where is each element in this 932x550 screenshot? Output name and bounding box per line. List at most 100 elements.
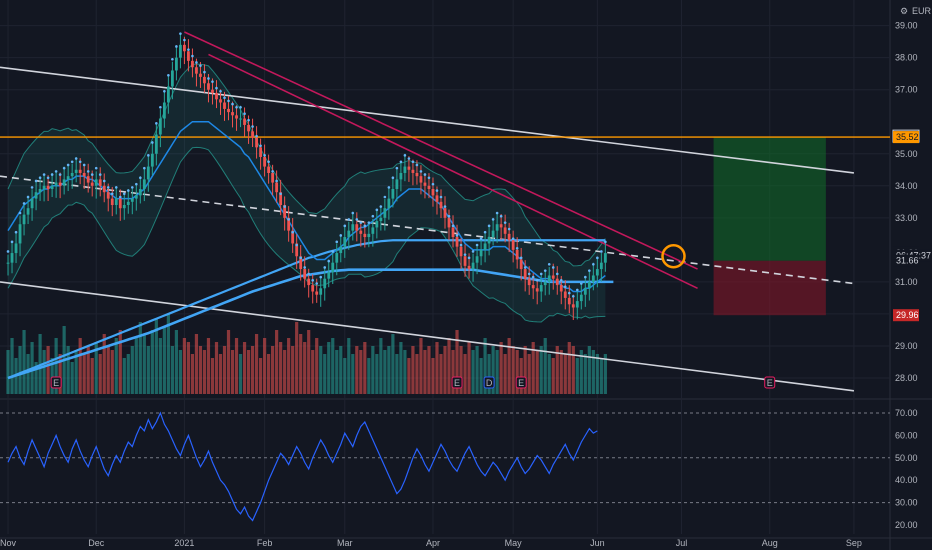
volume-bar	[206, 338, 211, 394]
trailing-dot	[600, 250, 603, 253]
volume-bar	[22, 330, 26, 394]
volume-bar	[595, 354, 599, 394]
volume-bar	[226, 330, 231, 394]
candle-body	[14, 243, 18, 254]
volume-bar	[327, 342, 331, 394]
volume-bar	[543, 338, 547, 394]
candle-body	[307, 278, 311, 286]
candle-body	[371, 227, 375, 234]
candle-body	[471, 262, 475, 270]
volume-bar	[323, 354, 327, 394]
volume-bar	[387, 346, 391, 394]
price-tick-label: 31.00	[895, 277, 918, 287]
trailing-dot	[6, 250, 10, 253]
volume-bar	[134, 338, 138, 394]
candle-body	[527, 278, 531, 286]
volume-bar	[475, 346, 479, 394]
candle-body	[26, 208, 30, 215]
volume-bar	[575, 358, 579, 394]
trailing-dot	[155, 122, 158, 125]
candle-body	[239, 118, 242, 120]
volume-bar	[603, 354, 607, 394]
scale-menu-icon[interactable]: ⚙	[900, 6, 908, 16]
candle-body	[451, 227, 455, 238]
trailing-dot	[375, 208, 379, 212]
trailing-dot	[211, 80, 214, 83]
volume-bar	[106, 346, 110, 394]
volume-bar	[535, 350, 539, 394]
profit-zone	[713, 137, 826, 261]
candlesticks	[6, 32, 607, 320]
candle-body	[315, 291, 319, 295]
volume-bar	[6, 350, 10, 394]
candle-body	[211, 89, 214, 93]
trailing-dot	[592, 262, 595, 266]
earnings-marker-label: E	[454, 378, 460, 388]
trailing-dot	[379, 205, 383, 208]
loss-zone	[713, 260, 826, 316]
candle-body	[66, 176, 70, 180]
volume-bar	[391, 334, 395, 394]
trailing-dot	[443, 205, 447, 208]
volume-bar	[90, 358, 94, 394]
candle-body	[435, 195, 439, 202]
trailing-dot	[98, 173, 102, 176]
volume-bar	[178, 350, 183, 394]
trendlines[interactable]	[0, 31, 890, 392]
candle-body	[170, 70, 174, 87]
candle-body	[30, 198, 34, 209]
volume-bar	[479, 358, 483, 394]
volume-bar	[283, 350, 287, 394]
volume-bar	[287, 338, 291, 394]
trailing-dot	[403, 154, 407, 157]
candle-body	[235, 115, 238, 119]
candle-body	[138, 188, 142, 196]
candle-body	[146, 166, 150, 180]
volume-bar	[10, 338, 14, 394]
price-tick-label: 34.00	[895, 181, 918, 191]
candle-body	[110, 198, 114, 206]
trailing-dot	[46, 176, 50, 180]
candle-body	[343, 237, 347, 247]
candle-body	[463, 256, 467, 266]
candle-body	[183, 44, 186, 52]
trailing-dot	[491, 218, 495, 221]
candle-body	[427, 185, 431, 189]
volume-bar	[415, 354, 419, 394]
volume-bar	[447, 338, 451, 394]
trailing-dot	[455, 234, 459, 237]
price-tag: 29.96	[893, 309, 919, 322]
trailing-dot	[459, 243, 463, 247]
earnings-marker: E	[50, 376, 62, 389]
trailing-dot	[86, 170, 90, 173]
trailing-dot	[487, 224, 491, 228]
earnings-marker-box	[515, 376, 527, 389]
volume-bar	[443, 346, 447, 394]
trailing-dot	[78, 160, 82, 164]
volume-bar	[463, 354, 467, 394]
trailing-dot	[527, 272, 531, 276]
trailing-dot	[331, 250, 335, 253]
volume-bar	[238, 354, 243, 394]
trailing-dot	[311, 278, 315, 282]
trailing-dot	[223, 96, 226, 99]
volume-bar	[42, 350, 46, 394]
trailing-dot	[42, 173, 46, 176]
volume-bar	[250, 346, 255, 394]
candle-body	[219, 99, 222, 103]
candle-body	[363, 233, 367, 238]
trailing-dot	[495, 211, 499, 215]
volume-bar	[455, 330, 459, 394]
trailing-dot	[575, 288, 579, 292]
trailing-dot	[347, 218, 351, 221]
trailing-dot	[267, 160, 270, 164]
candle-body	[487, 237, 491, 244]
long-position-tool[interactable]	[713, 137, 826, 316]
trailing-dot	[604, 240, 607, 244]
trailing-dot	[62, 166, 66, 170]
trailing-dot	[187, 48, 190, 51]
trailing-dot	[255, 134, 258, 138]
